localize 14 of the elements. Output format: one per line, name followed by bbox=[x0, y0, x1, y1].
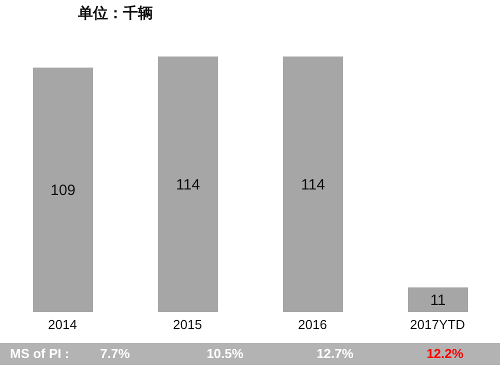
x-tick-label: 2017YTD bbox=[410, 317, 465, 332]
text: 7.7% bbox=[99, 346, 131, 361]
chart-title: 单位：千辆 bbox=[78, 4, 153, 23]
data-label: 114 bbox=[301, 176, 325, 194]
x-tick-label: 2015 bbox=[173, 317, 202, 332]
x-tick-label: 2014 bbox=[48, 317, 77, 332]
data-label: 114 bbox=[176, 176, 200, 194]
data-label: 109 bbox=[50, 182, 76, 200]
text: MS of PI : bbox=[10, 346, 70, 361]
text: 12.7% bbox=[316, 346, 354, 361]
x-tick-label: 2016 bbox=[298, 317, 327, 332]
text: 12.2% bbox=[426, 346, 464, 361]
data-label: 11 bbox=[430, 292, 446, 309]
text: 10.5% bbox=[206, 346, 244, 361]
